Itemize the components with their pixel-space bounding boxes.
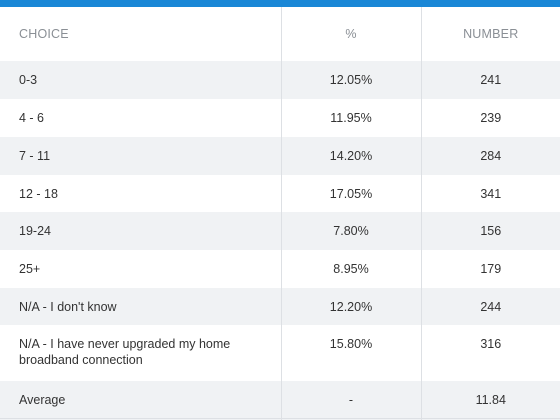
cell-choice: 4 - 6 — [0, 99, 282, 137]
table-row: 12 - 18 17.05% 341 — [0, 175, 560, 212]
cell-choice: N/A - I have never upgraded my home broa… — [0, 325, 282, 381]
table-row: 19-24 7.80% 156 — [0, 212, 560, 250]
cell-percent: 11.95% — [281, 99, 422, 137]
header-percent: % — [281, 7, 422, 61]
table-row: Average - 11.84 — [0, 381, 560, 420]
table-row: 0-3 12.05% 241 — [0, 61, 560, 99]
table-row: 7 - 11 14.20% 284 — [0, 137, 560, 175]
table-row: 25+ 8.95% 179 — [0, 250, 560, 288]
cell-percent: 12.20% — [281, 288, 422, 325]
cell-percent: 7.80% — [281, 212, 422, 250]
cell-number: 284 — [421, 137, 560, 175]
table-row: 4 - 6 11.95% 239 — [0, 99, 560, 137]
results-table: CHOICE % NUMBER 0-3 12.05% 241 4 - 6 11.… — [0, 7, 560, 420]
cell-percent: 14.20% — [281, 137, 422, 175]
cell-number: 341 — [480, 187, 502, 201]
cell-percent: 17.05% — [281, 175, 422, 212]
cell-number: 179 — [480, 262, 502, 276]
cell-percent: 12.05% — [281, 61, 422, 99]
cell-number: 239 — [480, 111, 502, 125]
cell-percent: - — [281, 381, 422, 420]
table-row: N/A - I don't know 12.20% 244 — [0, 288, 560, 325]
cell-percent: 8.95% — [281, 250, 422, 288]
cell-number: 316 — [480, 337, 502, 351]
cell-number: 241 — [421, 61, 560, 99]
cell-choice: 7 - 11 — [0, 137, 282, 175]
cell-choice: 19-24 — [0, 212, 282, 250]
cell-number: 11.84 — [421, 381, 560, 420]
cell-number: 244 — [421, 288, 560, 325]
table-row: N/A - I have never upgraded my home broa… — [0, 325, 560, 381]
table-bottom-border — [0, 418, 560, 419]
accent-top-bar — [0, 0, 560, 7]
cell-choice: 12 - 18 — [0, 175, 282, 212]
cell-choice: 0-3 — [0, 61, 282, 99]
header-choice: CHOICE — [0, 7, 282, 61]
cell-choice: Average — [0, 381, 282, 420]
table-header-row: CHOICE % NUMBER — [0, 7, 560, 61]
cell-number: 156 — [421, 212, 560, 250]
cell-choice: N/A - I don't know — [0, 288, 282, 325]
cell-choice: 25+ — [0, 250, 282, 288]
header-number: NUMBER — [421, 7, 560, 61]
cell-percent: 15.80% — [281, 325, 422, 381]
